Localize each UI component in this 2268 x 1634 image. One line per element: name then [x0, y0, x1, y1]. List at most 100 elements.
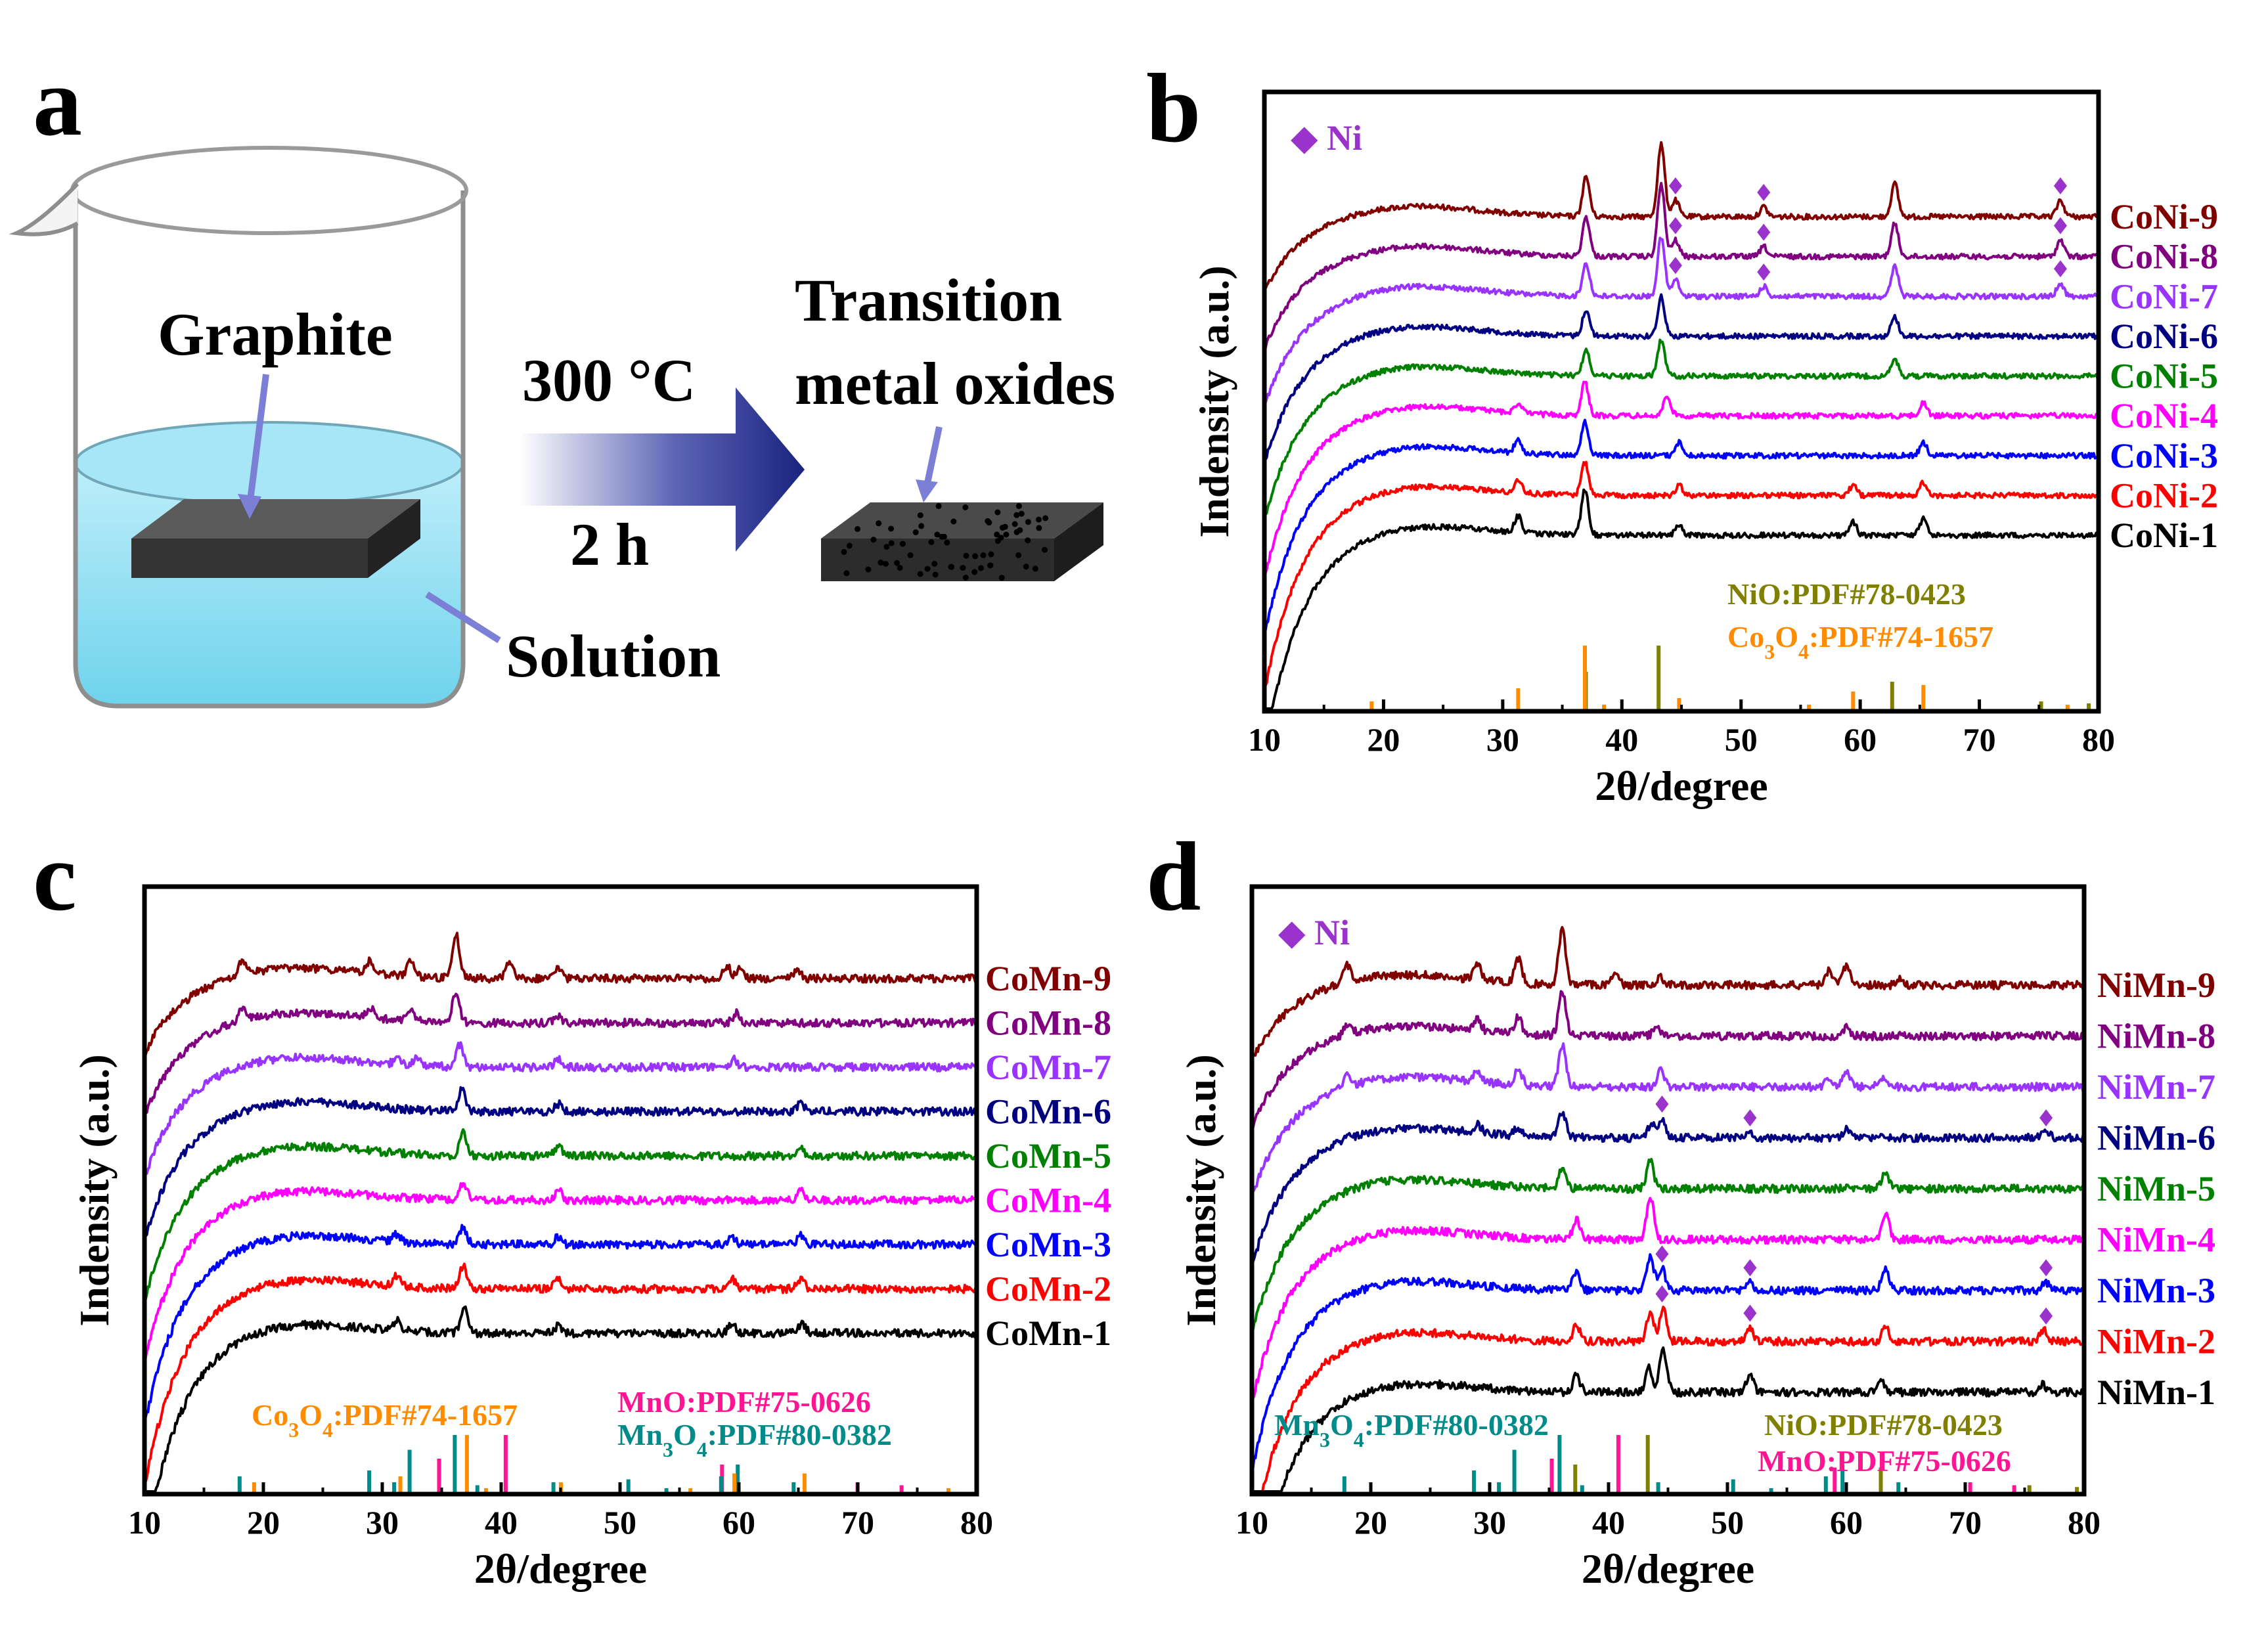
- series-line-CoMn-5: [143, 1128, 978, 1301]
- oxide-particle: [960, 565, 966, 571]
- series-label-CoMn-5: CoMn-5: [985, 1136, 1111, 1176]
- series-label-NiMn-8: NiMn-8: [2097, 1017, 2215, 1056]
- series-label-CoNi-2: CoNi-2: [2110, 475, 2218, 515]
- y-axis-label: Indensity (a.u.): [71, 1054, 118, 1326]
- product-pointer: [923, 426, 943, 491]
- graphite-pointer-head: [238, 494, 261, 519]
- series-line-NiMn-5: [1251, 1158, 2085, 1332]
- oxide-particle: [876, 520, 882, 527]
- x-tick-label: 80: [2082, 721, 2115, 758]
- series-label-NiMn-4: NiMn-4: [2097, 1220, 2215, 1260]
- oxide-particle: [924, 565, 931, 572]
- oxide-particle: [985, 518, 991, 524]
- oxide-particle: [928, 539, 935, 545]
- series-label-CoNi-1: CoNi-1: [2110, 516, 2218, 555]
- oxide-particle: [1025, 519, 1031, 525]
- solution-pointer: [425, 591, 501, 644]
- oxide-particle: [841, 548, 847, 555]
- x-tick-label: 70: [1963, 721, 1996, 758]
- oxide-particle: [978, 565, 984, 571]
- series-label-NiMn-2: NiMn-2: [2097, 1322, 2215, 1361]
- oxide-particle: [899, 541, 906, 547]
- ni-marker: [1655, 1095, 1669, 1113]
- series-line-CoNi-5: [1263, 338, 2100, 520]
- x-tick-label: 40: [1592, 1504, 1625, 1541]
- oxide-particle: [1015, 503, 1022, 510]
- panel-b: b CoNi-9CoNi-8CoNi-7CoNi-6CoNi-5CoNi-4Co…: [1146, 54, 2218, 809]
- oxide-particle: [972, 553, 979, 560]
- oxide-particle: [994, 509, 1001, 516]
- ref-label: NiO:PDF#78-0423: [1727, 577, 1966, 611]
- oxide-particle: [934, 531, 941, 538]
- x-tick-label: 80: [2068, 1504, 2101, 1541]
- oxide-particle: [888, 540, 895, 546]
- x-tick-label: 60: [1844, 721, 1877, 758]
- panel-a: a Graphite Solution 300 °C 2 h Transitio…: [9, 47, 1115, 709]
- series-line-CoMn-7: [143, 1041, 978, 1177]
- series-line-CoNi-2: [1263, 460, 2100, 696]
- x-tick-label: 60: [723, 1504, 755, 1541]
- series-label-CoNi-4: CoNi-4: [2110, 396, 2218, 435]
- x-tick-label: 30: [1486, 721, 1519, 758]
- series-label-CoMn-1: CoMn-1: [985, 1314, 1111, 1353]
- series-label-NiMn-6: NiMn-6: [2097, 1118, 2215, 1158]
- ni-marker: [1743, 1259, 1757, 1277]
- series-line-CoNi-7: [1263, 236, 2100, 408]
- oxide-particle: [932, 571, 939, 578]
- beaker-glass: [73, 190, 466, 709]
- oxide-particle: [998, 575, 1005, 581]
- oxide-particle: [883, 544, 890, 550]
- ni-marker: [2039, 1259, 2053, 1277]
- series-label-CoNi-7: CoNi-7: [2110, 276, 2218, 316]
- oxide-particle: [883, 561, 889, 567]
- series-line-NiMn-1: [1251, 1346, 2085, 1493]
- series-line-CoMn-6: [143, 1086, 978, 1239]
- x-tick-label: 30: [1473, 1504, 1506, 1541]
- ni-marker: [2039, 1109, 2053, 1127]
- oxide-particle: [888, 525, 895, 532]
- series-label-NiMn-9: NiMn-9: [2097, 965, 2215, 1005]
- oxide-particle: [988, 551, 994, 558]
- panel-b-label: b: [1146, 54, 1201, 163]
- oxide-particle: [963, 552, 969, 559]
- series-line-NiMn-6: [1251, 1111, 2085, 1266]
- oxide-particle: [962, 575, 969, 581]
- series-line-CoNi-4: [1263, 380, 2099, 581]
- series-label-CoNi-9: CoNi-9: [2110, 197, 2218, 236]
- ref-label: MnO:PDF#75-0626: [1758, 1444, 2011, 1478]
- series-line-CoNi-8: [1263, 181, 2100, 351]
- beaker-spout: [9, 182, 79, 236]
- x-tick-label: 30: [366, 1504, 399, 1541]
- oxide-particle: [1036, 525, 1042, 531]
- series-line-CoNi-1: [1264, 488, 2100, 710]
- oxide-particle: [987, 562, 994, 569]
- time-label: 2 h: [570, 511, 649, 578]
- ni-marker: [1655, 1245, 1669, 1263]
- y-axis-label: Indensity (a.u.): [1191, 265, 1237, 537]
- ni-marker: [1757, 184, 1771, 201]
- series-label-CoMn-4: CoMn-4: [985, 1181, 1111, 1220]
- oxide-particle: [917, 571, 923, 577]
- oxide-particle: [1032, 565, 1038, 572]
- ref-label: NiO:PDF#78-0423: [1764, 1408, 2003, 1442]
- graphite-pointer: [246, 374, 269, 506]
- oxide-particle: [1018, 510, 1025, 517]
- oxide-particle: [1023, 563, 1029, 570]
- x-tick-label: 20: [1367, 721, 1400, 758]
- ni-marker: [1743, 1304, 1757, 1322]
- series-line-CoMn-3: [143, 1224, 978, 1428]
- series-line-CoMn-1: [144, 1305, 978, 1493]
- oxide-particle: [897, 565, 903, 571]
- x-tick-label: 20: [1354, 1504, 1387, 1541]
- temperature-label: 300 °C: [522, 347, 696, 414]
- ni-marker: [1757, 263, 1771, 281]
- ni-marker: [2053, 217, 2067, 234]
- series-label-CoMn-6: CoMn-6: [985, 1092, 1111, 1132]
- series-line-NiMn-3: [1251, 1253, 2085, 1474]
- oxide-particle: [1042, 515, 1049, 521]
- oxide-particle: [843, 570, 850, 577]
- oxide-particle: [948, 563, 955, 570]
- ni-marker: [1655, 1285, 1669, 1303]
- ni-marker: [1668, 257, 1682, 275]
